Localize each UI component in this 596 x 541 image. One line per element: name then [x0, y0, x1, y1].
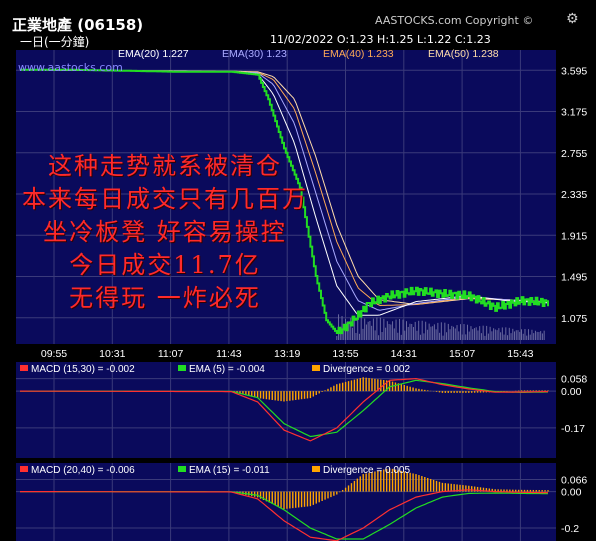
y-tick-label: 2.755	[561, 148, 587, 160]
y-tick-label: -0.17	[561, 423, 585, 435]
legend-ema30: EMA(30) 1.23	[222, 48, 287, 60]
panel-background-2	[16, 362, 556, 458]
x-tick-label: 13:19	[274, 348, 300, 360]
copyright-text: AASTOCKS.com Copyright ©	[375, 14, 534, 27]
legend-ema40: EMA(40) 1.233	[323, 48, 394, 60]
watermark: www.aastocks.com	[18, 61, 123, 74]
overlay-line-1: 这种走势就系被清仓	[48, 152, 282, 180]
overlay-caption: 这种走势就系被清仓 本来每日成交只有几百万 坐冷板凳 好容易操控 今日成交11.…	[0, 150, 330, 315]
x-tick-label: 09:55	[41, 348, 67, 360]
x-tick-label: 10:31	[99, 348, 125, 360]
x-tick-label: 15:43	[507, 348, 533, 360]
legend-swatch-ema	[178, 365, 186, 371]
y-tick-label: 3.175	[561, 107, 587, 119]
y-tick-label: 1.495	[561, 272, 587, 284]
legend-macd: MACD (15,30) = -0.002	[31, 364, 135, 375]
legend-swatch-macd	[20, 466, 28, 472]
y-tick-label: 3.595	[561, 65, 587, 77]
legend-swatch-divergence	[312, 466, 320, 472]
legend-swatch-macd	[20, 365, 28, 371]
price-line	[20, 68, 549, 335]
x-tick-label: 11:07	[158, 348, 184, 360]
legend-divergence: Divergence = 0.005	[323, 465, 410, 476]
legend-ema: EMA (15) = -0.011	[189, 465, 270, 476]
overlay-line-3: 坐冷板凳 好容易操控	[43, 218, 287, 246]
y-tick-label: 0.00	[561, 487, 582, 499]
x-tick-label: 14:31	[391, 348, 417, 360]
y-tick-label: 0.058	[561, 374, 587, 386]
overlay-line-4: 今日成交11.7亿	[69, 251, 261, 279]
legend-divergence: Divergence = 0.002	[323, 364, 410, 375]
legend-ema50: EMA(50) 1.238	[428, 48, 499, 60]
x-tick-label: 15:07	[449, 348, 475, 360]
quote-line: 11/02/2022 O:1.23 H:1.25 L:1.22 C:1.23	[270, 33, 491, 46]
legend-macd: MACD (20,40) = -0.006	[31, 465, 135, 476]
stock-title: 正業地產 (06158)	[12, 16, 144, 34]
legend-swatch-ema	[178, 466, 186, 472]
legend-ema20: EMA(20) 1.227	[118, 48, 189, 60]
settings-icon[interactable]: ⚙	[566, 11, 579, 27]
y-tick-label: 1.075	[561, 313, 587, 325]
x-tick-label: 13:55	[332, 348, 358, 360]
x-tick-label: 11:43	[216, 348, 242, 360]
macd1-macd-line	[20, 377, 548, 442]
y-tick-label: 0.00	[561, 386, 582, 398]
period-label: 一日(一分鐘)	[20, 35, 90, 49]
chart-header: 正業地產 (06158) 一日(一分鐘) AASTOCKS.com Copyri…	[0, 0, 596, 49]
y-tick-label: 1.915	[561, 230, 587, 242]
y-tick-label: -0.2	[561, 523, 579, 535]
legend-ema: EMA (5) = -0.004	[189, 364, 265, 375]
legend-swatch-divergence	[312, 365, 320, 371]
y-tick-label: 2.335	[561, 189, 587, 201]
overlay-line-5: 无得玩 一炸必死	[69, 284, 261, 312]
y-tick-label: 0.066	[561, 475, 587, 487]
overlay-line-2: 本来每日成交只有几百万	[22, 185, 308, 213]
macd2-macd-line	[20, 489, 549, 541]
